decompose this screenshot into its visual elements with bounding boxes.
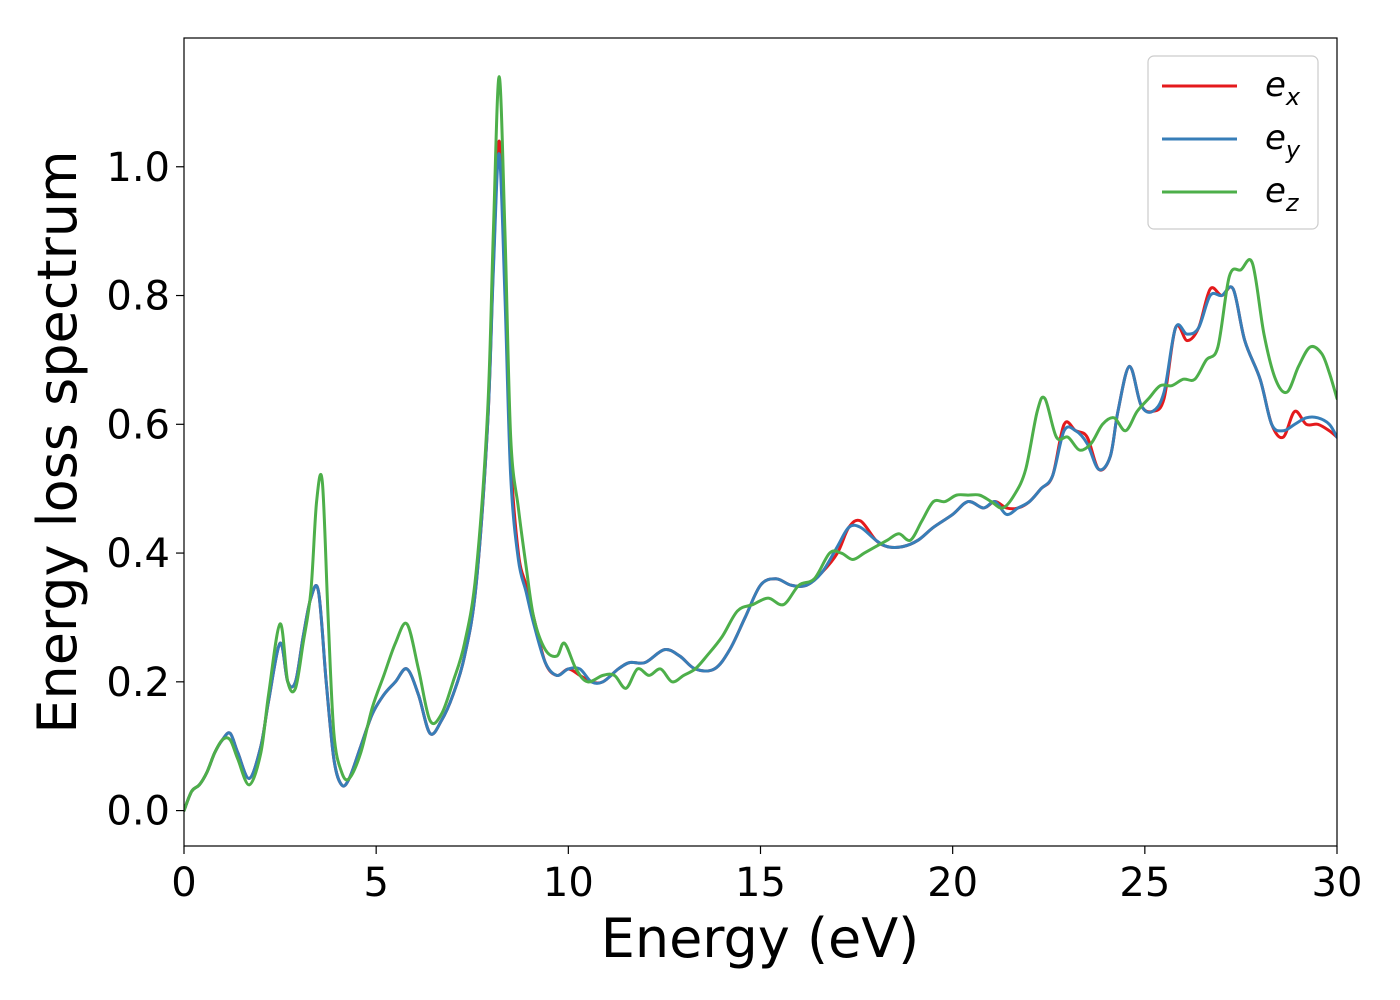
series-line-ey (184, 152, 1337, 813)
legend-label-ex: ex (1265, 65, 1301, 111)
series-line-ez (184, 75, 1337, 813)
x-tick-label: 25 (1119, 860, 1170, 906)
legend-box (1147, 55, 1319, 230)
y-tick-label: 0.6 (106, 402, 170, 448)
x-axis-label: Energy (eV) (601, 907, 920, 970)
y-axis: 0.0 0.2 0.4 0.6 0.8 1.0 (106, 145, 184, 835)
legend-label-ez: ez (1265, 171, 1300, 217)
y-tick-label: 0.4 (106, 531, 170, 577)
series-line-ex (184, 139, 1337, 813)
x-tick-label: 0 (171, 860, 196, 906)
y-tick-label: 0.8 (106, 274, 170, 320)
legend-label-ey: ey (1265, 118, 1301, 164)
x-tick-label: 10 (543, 860, 594, 906)
y-tick-label: 1.0 (106, 145, 170, 191)
x-tick-label: 15 (735, 860, 786, 906)
plot-layer (184, 75, 1337, 813)
legend: ex ey ez (1147, 55, 1319, 230)
x-tick-label: 20 (927, 860, 978, 906)
x-axis: 0 5 10 15 20 25 30 (171, 846, 1362, 906)
y-axis-label: Energy loss spectrum (26, 150, 89, 733)
x-tick-label: 30 (1312, 860, 1363, 906)
y-tick-label: 0.2 (106, 660, 170, 706)
x-tick-label: 5 (363, 860, 388, 906)
legend-entries: ex ey ez (1162, 65, 1301, 217)
y-tick-label: 0.0 (106, 789, 170, 835)
